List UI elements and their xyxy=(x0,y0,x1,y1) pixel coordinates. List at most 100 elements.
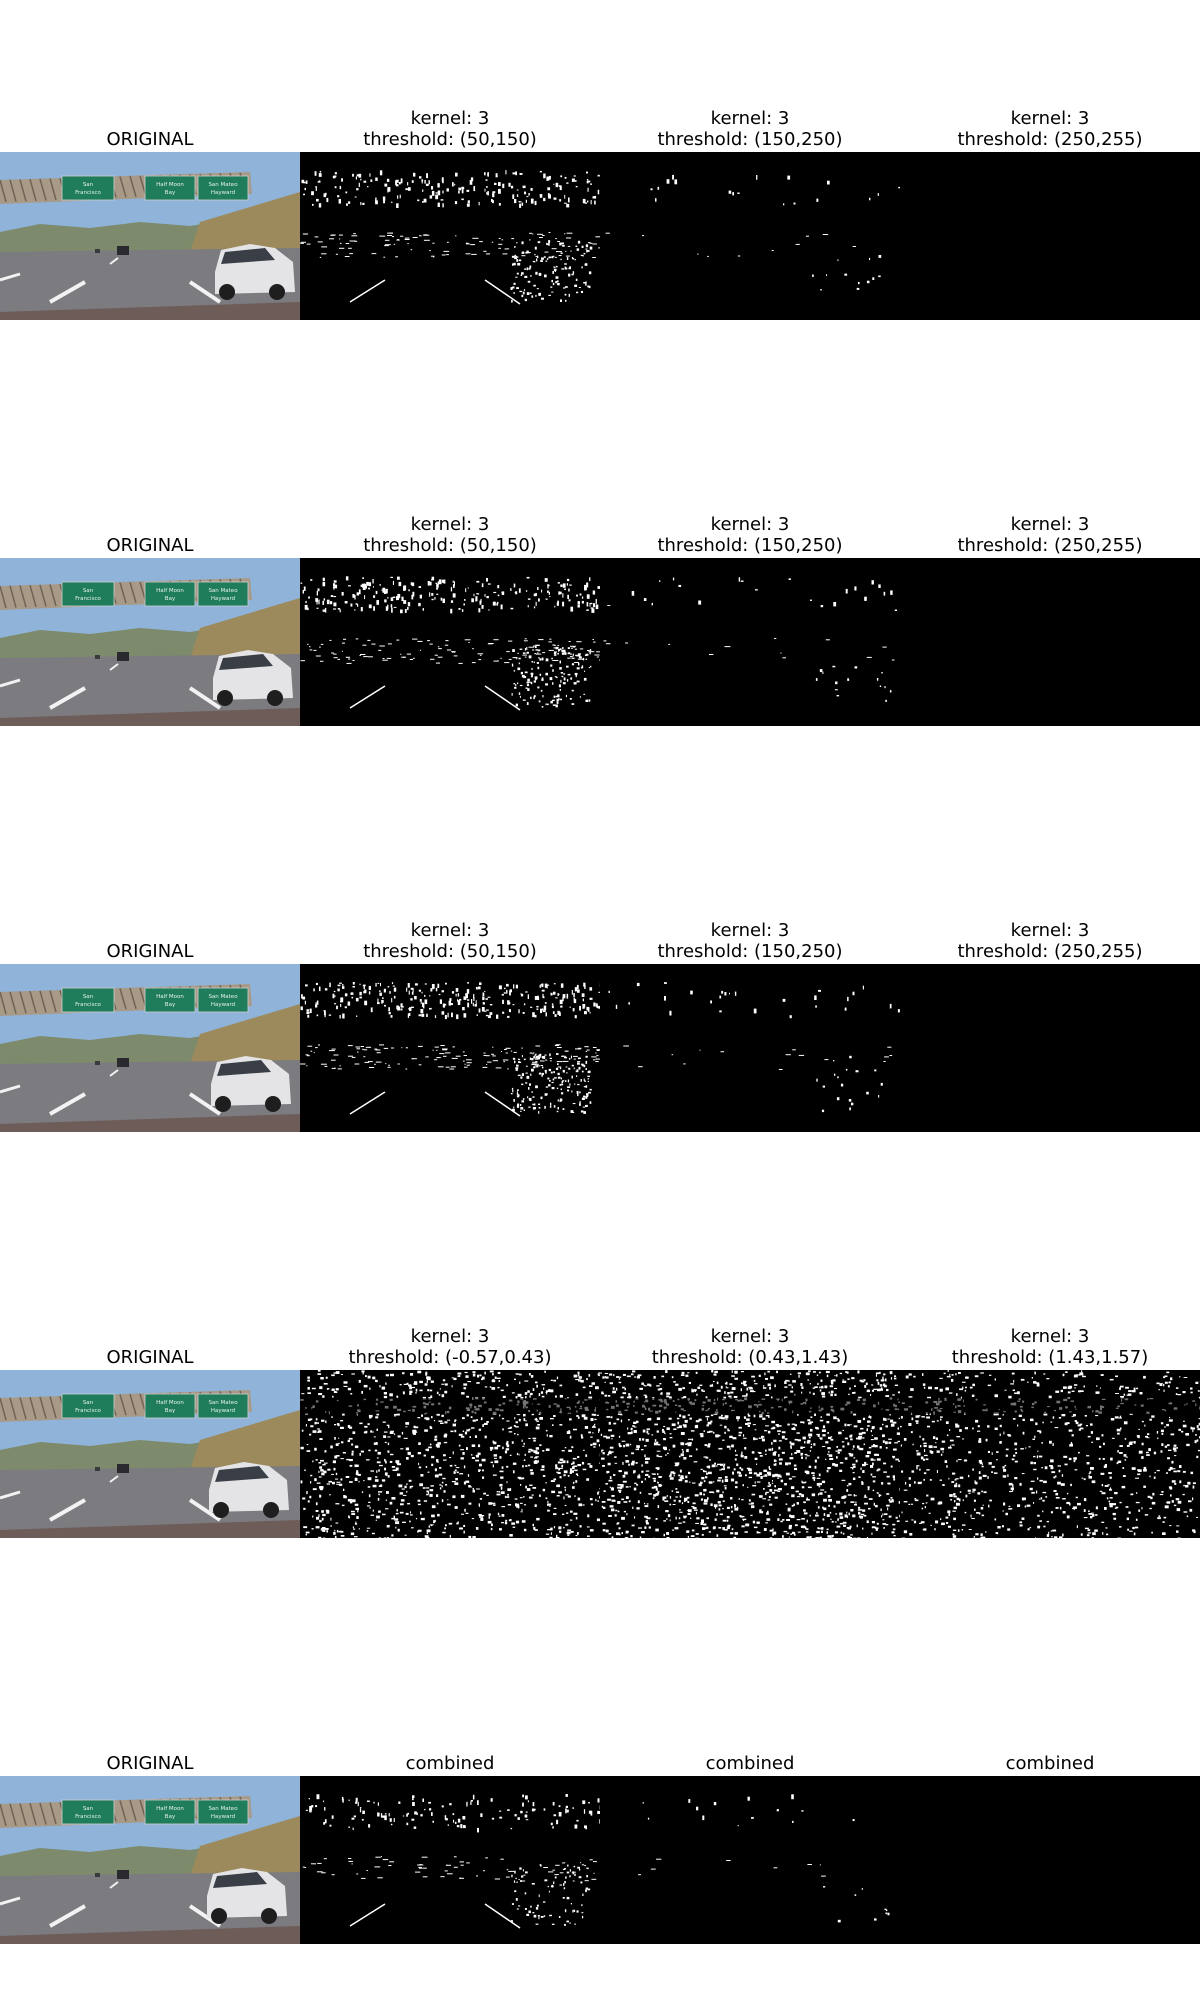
overpass-slat xyxy=(119,582,127,604)
threshold-image xyxy=(600,152,900,320)
overpass-slat xyxy=(29,990,37,1013)
overpass-slat xyxy=(39,990,47,1013)
lane-edge xyxy=(484,279,521,305)
lane-marking xyxy=(49,1092,86,1116)
road-sign-right xyxy=(197,1393,249,1419)
edge-pixels xyxy=(302,1794,600,1926)
overpass-slat xyxy=(129,175,137,198)
binary-background xyxy=(600,152,900,320)
panel-title-line: threshold: (50,150) xyxy=(363,129,537,150)
suv-window xyxy=(217,1060,271,1076)
panel-image-svg xyxy=(900,152,1200,320)
panel-title-line: threshold: (50,150) xyxy=(363,535,537,556)
threshold-image xyxy=(300,152,600,320)
lane-marking xyxy=(188,1092,222,1116)
threshold-image xyxy=(900,152,1200,320)
lane-marking xyxy=(49,686,86,710)
suv-wheel xyxy=(267,690,283,706)
processed-panel: kernel: 3 threshold: (-0.57,0.43) xyxy=(300,1288,600,1538)
panel-title-line: kernel: 3 xyxy=(410,920,490,941)
binary-background xyxy=(300,1370,600,1538)
panel-title-line: ORIGINAL xyxy=(106,1347,194,1368)
road-sign-text: Hayward xyxy=(211,596,235,602)
road-sign-text: Francisco xyxy=(75,1002,101,1008)
processed-panel: combined xyxy=(600,1694,900,1944)
overpass-slat xyxy=(39,1396,47,1419)
original-panel: ORIGINAL San Francisco Half Moon Bay San Mate… xyxy=(0,882,300,1132)
road-edge xyxy=(0,708,300,726)
panel-title: combined xyxy=(600,1694,900,1774)
panel-title-line: threshold: (1.43,1.57) xyxy=(951,1347,1149,1368)
threshold-image xyxy=(900,1370,1200,1538)
panel-title-line: combined xyxy=(405,1753,495,1774)
road-sign-text: Hayward xyxy=(211,190,235,196)
sign-band xyxy=(900,1398,1200,1414)
panel-title: ORIGINAL xyxy=(0,476,300,556)
panel-title: kernel: 3 threshold: (150,250) xyxy=(600,476,900,556)
suv-window xyxy=(221,248,275,264)
panel-image-svg: San Francisco Half Moon Bay San Mateo Hayward xyxy=(0,152,300,320)
processed-panel: kernel: 3 threshold: (0.43,1.43) xyxy=(600,1288,900,1538)
overpass-slat xyxy=(119,1800,127,1822)
road-sign-text: Half Moon xyxy=(156,182,184,188)
original-panel: ORIGINAL San Francisco Half Moon Bay San Mate… xyxy=(0,1288,300,1538)
hillside xyxy=(190,1004,300,1079)
suv-wheel xyxy=(219,284,235,300)
panel-title: ORIGINAL xyxy=(0,1288,300,1368)
panel-image-svg xyxy=(900,1370,1200,1538)
panel-title: ORIGINAL xyxy=(0,70,300,150)
panel-title: kernel: 3 threshold: (250,255) xyxy=(900,882,1200,962)
panel-title-line: ORIGINAL xyxy=(106,535,194,556)
overpass-slat xyxy=(9,1397,17,1420)
road-sign-left xyxy=(61,987,115,1013)
panel-title-line: ORIGINAL xyxy=(106,1753,194,1774)
threshold-image xyxy=(300,964,600,1132)
original-panel: ORIGINAL San Francisco Half Moon Bay San Mate… xyxy=(0,1694,300,1944)
panel-title: kernel: 3 threshold: (150,250) xyxy=(600,70,900,150)
threshold-image xyxy=(900,558,1200,726)
suv-wheel xyxy=(263,1502,279,1518)
road-photo: San Francisco Half Moon Bay San Mateo Hayward xyxy=(0,964,300,1132)
distant-car xyxy=(95,655,100,659)
road-photo: San Francisco Half Moon Bay San Mateo Hayward xyxy=(0,1776,300,1944)
overpass-slat xyxy=(29,1802,37,1825)
road-edge xyxy=(0,1926,300,1944)
lane-edge xyxy=(349,279,386,303)
edge-pixels xyxy=(605,174,900,291)
road-edge xyxy=(0,1114,300,1132)
overpass-slat xyxy=(0,1397,7,1421)
overpass-slat xyxy=(129,581,137,604)
overpass-slat xyxy=(29,584,37,607)
panel-title-line: kernel: 3 xyxy=(1010,108,1090,129)
threshold-image xyxy=(600,558,900,726)
suv-wheel xyxy=(269,284,285,300)
panel-title: kernel: 3 threshold: (50,150) xyxy=(300,70,600,150)
panel-title: ORIGINAL xyxy=(0,882,300,962)
road-sign-text: San xyxy=(83,1400,94,1406)
processed-panel: kernel: 3 threshold: (250,255) xyxy=(900,476,1200,726)
road-sign-right xyxy=(197,175,249,201)
road-sign-text: Hayward xyxy=(211,1408,235,1414)
binary-background xyxy=(900,1776,1200,1944)
binary-background xyxy=(300,558,600,726)
road-sign-left xyxy=(61,175,115,201)
processed-panel: kernel: 3 threshold: (1.43,1.57) xyxy=(900,1288,1200,1538)
road-sign-text: San Mateo xyxy=(208,994,238,1000)
overpass-slat xyxy=(119,988,127,1010)
panel-title: kernel: 3 threshold: (50,150) xyxy=(300,882,600,962)
road-sign-left xyxy=(61,581,115,607)
threshold-image xyxy=(600,1776,900,1944)
binary-background xyxy=(600,558,900,726)
panel-title: kernel: 3 threshold: (50,150) xyxy=(300,476,600,556)
overpass-slat xyxy=(9,991,17,1014)
overpass-slat xyxy=(129,987,137,1010)
lane-edge xyxy=(484,1091,521,1117)
binary-background xyxy=(300,152,600,320)
suv-wheel xyxy=(265,1096,281,1112)
road-sign-text: Bay xyxy=(165,1408,176,1414)
panel-title-line: kernel: 3 xyxy=(410,108,490,129)
threshold-image xyxy=(300,558,600,726)
panel-image-svg: San Francisco Half Moon Bay San Mateo Hayward xyxy=(0,1776,300,1944)
processed-panel: kernel: 3 threshold: (50,150) xyxy=(300,70,600,320)
panel-title-line: ORIGINAL xyxy=(106,941,194,962)
